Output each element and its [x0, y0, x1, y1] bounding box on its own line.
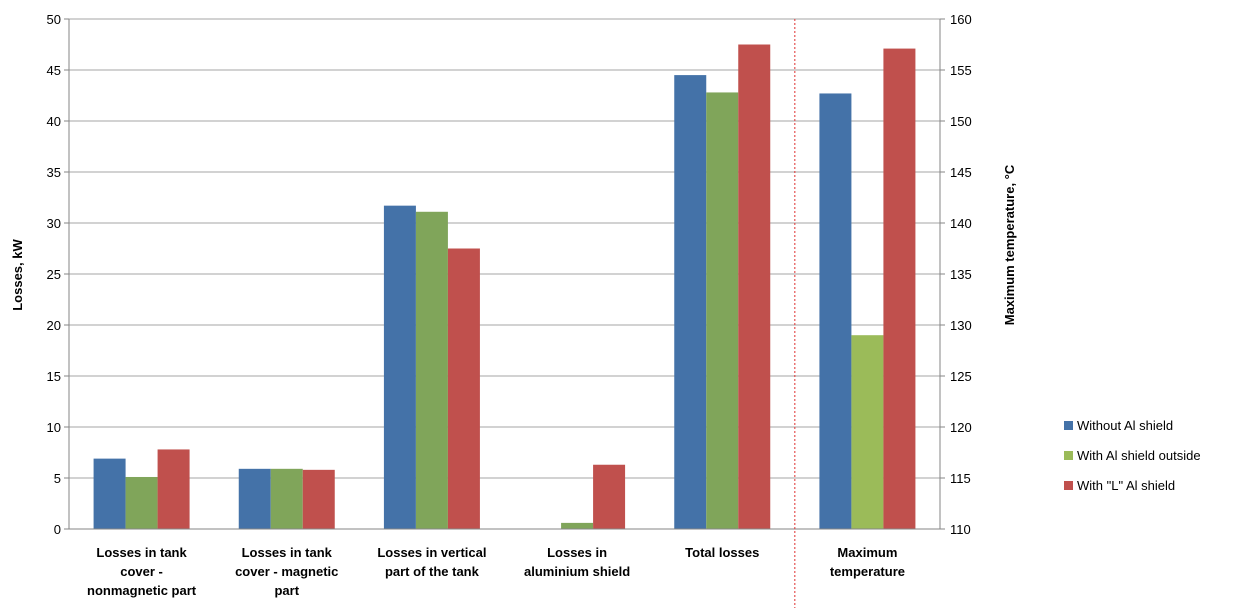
y2-tick-label: 150	[950, 114, 972, 129]
bar	[819, 93, 852, 530]
bar	[415, 211, 448, 529]
category-labels: Losses in tank cover -nonmagnetic partLos…	[87, 545, 905, 598]
axes	[68, 19, 941, 608]
y-tick-label: 50	[47, 12, 61, 27]
category-label-line: Total losses	[685, 545, 759, 560]
category-label: Losses in tank cover - magnetic part	[235, 545, 338, 598]
bar	[157, 449, 190, 529]
bar	[447, 248, 480, 529]
y-tick-label: 45	[47, 63, 61, 78]
category-label-line: Losses in tank	[242, 545, 333, 560]
bar	[270, 468, 303, 529]
y-tick-label: 5	[54, 471, 61, 486]
category-label: Losses in vertical part of the tank	[377, 545, 486, 579]
category-label-line: Losses in vertical	[377, 545, 486, 560]
legend: Without Al shield With Al shield outside W…	[1064, 418, 1201, 493]
y-tick-label: 15	[47, 369, 61, 384]
bars	[93, 44, 916, 530]
y-tick-label: 10	[47, 420, 61, 435]
category-label: Losses in aluminium shield	[524, 545, 630, 579]
left-axis-ticks: 0 5 10 15 20 25 30 35 40 45 50	[47, 12, 69, 537]
y-tick-label: 40	[47, 114, 61, 129]
y2-tick-label: 145	[950, 165, 972, 180]
legend-swatch	[1064, 481, 1073, 490]
y2-tick-label: 110	[950, 522, 971, 537]
category-label-line: aluminium shield	[524, 564, 630, 579]
category-label-line: part of the tank	[385, 564, 480, 579]
y2-tick-label: 125	[950, 369, 972, 384]
legend-swatch	[1064, 451, 1073, 460]
category-label-line: cover - magnetic	[235, 564, 338, 579]
y2-tick-label: 140	[950, 216, 972, 231]
bar	[125, 476, 158, 529]
category-label-line: nonmagnetic part	[87, 583, 197, 598]
y-tick-label: 20	[47, 318, 61, 333]
y-tick-label: 30	[47, 216, 61, 231]
bar	[883, 48, 916, 529]
gridlines	[69, 18, 940, 530]
bar	[738, 44, 771, 529]
category-label: Losses in tank cover - nonmagnetic part	[87, 545, 197, 598]
y-axis-title: Losses, kW	[10, 239, 25, 311]
legend-label: With "L" Al shield	[1077, 478, 1175, 493]
bar	[93, 458, 126, 529]
y-tick-label: 35	[47, 165, 61, 180]
y2-tick-label: 135	[950, 267, 972, 282]
y2-tick-label: 115	[950, 471, 971, 486]
bar	[302, 469, 335, 529]
bar	[674, 75, 707, 529]
category-label-line: Maximum	[837, 545, 897, 560]
legend-label: Without Al shield	[1077, 418, 1173, 433]
category-label-line: Losses in	[547, 545, 607, 560]
y2-tick-label: 120	[950, 420, 972, 435]
category-label-line: temperature	[830, 564, 905, 579]
y2-tick-label: 155	[950, 63, 972, 78]
bar	[851, 335, 884, 529]
category-label-line: cover -	[120, 564, 163, 579]
y-tick-label: 0	[54, 522, 61, 537]
legend-label: With Al shield outside	[1077, 448, 1201, 463]
legend-swatch	[1064, 421, 1073, 430]
category-label: Total losses	[685, 545, 759, 560]
bar	[593, 464, 626, 529]
bar	[561, 522, 594, 529]
y2-axis-title: Maximum temperature, °C	[1002, 164, 1017, 325]
y-tick-label: 25	[47, 267, 61, 282]
y2-tick-label: 130	[950, 318, 972, 333]
bar	[706, 92, 739, 529]
category-label-line: part	[274, 583, 299, 598]
y2-tick-label: 160	[950, 12, 972, 27]
right-axis-ticks: 110 115 120 125 130 135 140 145 150 155 160	[940, 12, 972, 537]
bar	[238, 468, 271, 529]
bar	[383, 205, 416, 529]
category-label: Maximum temperature	[830, 545, 905, 579]
category-label-line: Losses in tank	[96, 545, 187, 560]
